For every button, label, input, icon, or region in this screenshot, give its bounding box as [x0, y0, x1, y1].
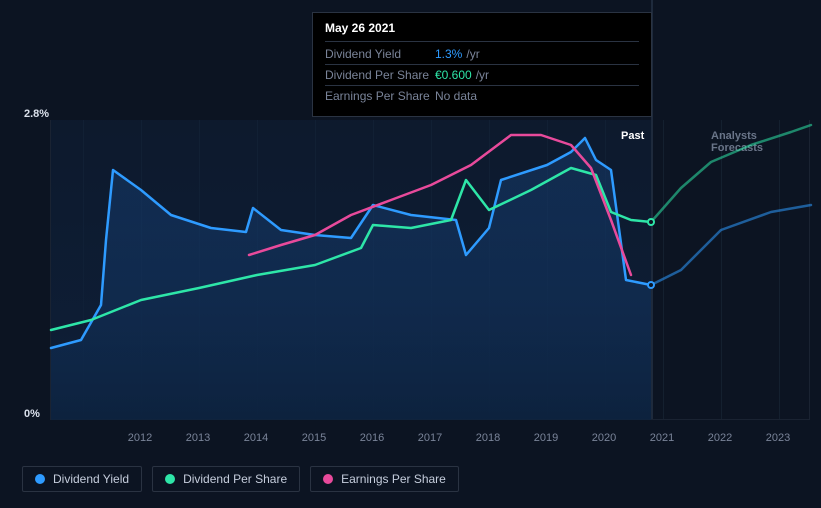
series-marker — [647, 281, 655, 289]
plot-area[interactable]: Past Analysts Forecasts — [50, 120, 810, 420]
legend-swatch — [165, 474, 175, 484]
tooltip-row: Earnings Per ShareNo data — [325, 86, 639, 106]
x-axis-label: 2016 — [360, 432, 384, 444]
x-axis-label: 2019 — [534, 432, 558, 444]
x-axis-label: 2017 — [418, 432, 442, 444]
legend: Dividend Yield Dividend Per Share Earnings… — [22, 466, 459, 492]
area-fill — [51, 138, 651, 420]
y-axis-label: 2.8% — [24, 108, 49, 120]
x-axis-label: 2012 — [128, 432, 152, 444]
legend-label: Earnings Per Share — [341, 472, 446, 486]
tooltip-row-label: Dividend Per Share — [325, 68, 435, 82]
x-axis-label: 2022 — [708, 432, 732, 444]
x-axis-label: 2014 — [244, 432, 268, 444]
legend-swatch — [35, 474, 45, 484]
tooltip-row: Dividend Per Share€0.600/yr — [325, 65, 639, 86]
series-line-forecast — [651, 205, 811, 285]
x-axis-label: 2018 — [476, 432, 500, 444]
legend-item[interactable]: Earnings Per Share — [310, 466, 459, 492]
tooltip-row-label: Earnings Per Share — [325, 89, 435, 103]
legend-label: Dividend Per Share — [183, 472, 287, 486]
chart-container: 2.8% 0% Past Analysts Forecasts 2012 2013 2… — [0, 0, 821, 508]
legend-label: Dividend Yield — [53, 472, 129, 486]
legend-swatch — [323, 474, 333, 484]
legend-item[interactable]: Dividend Per Share — [152, 466, 300, 492]
series-marker — [647, 218, 655, 226]
tooltip-row-suffix: /yr — [466, 47, 479, 61]
y-axis-label: 0% — [24, 408, 40, 420]
tooltip-date: May 26 2021 — [325, 21, 639, 42]
x-axis-label: 2021 — [650, 432, 674, 444]
chart-svg — [51, 120, 809, 419]
series-line-forecast — [651, 125, 811, 222]
tooltip-row-value: €0.600 — [435, 68, 472, 82]
x-axis-label: 2020 — [592, 432, 616, 444]
tooltip-row-label: Dividend Yield — [325, 47, 435, 61]
legend-item[interactable]: Dividend Yield — [22, 466, 142, 492]
tooltip-row: Dividend Yield1.3% /yr — [325, 44, 639, 65]
tooltip-row-suffix: /yr — [476, 68, 489, 82]
tooltip-row-value: 1.3% — [435, 47, 462, 61]
x-axis-label: 2015 — [302, 432, 326, 444]
x-axis-label: 2023 — [766, 432, 790, 444]
x-axis-label: 2013 — [186, 432, 210, 444]
tooltip: May 26 2021 Dividend Yield1.3%/yrDividen… — [312, 12, 652, 117]
tooltip-row-value: No data — [435, 89, 477, 103]
